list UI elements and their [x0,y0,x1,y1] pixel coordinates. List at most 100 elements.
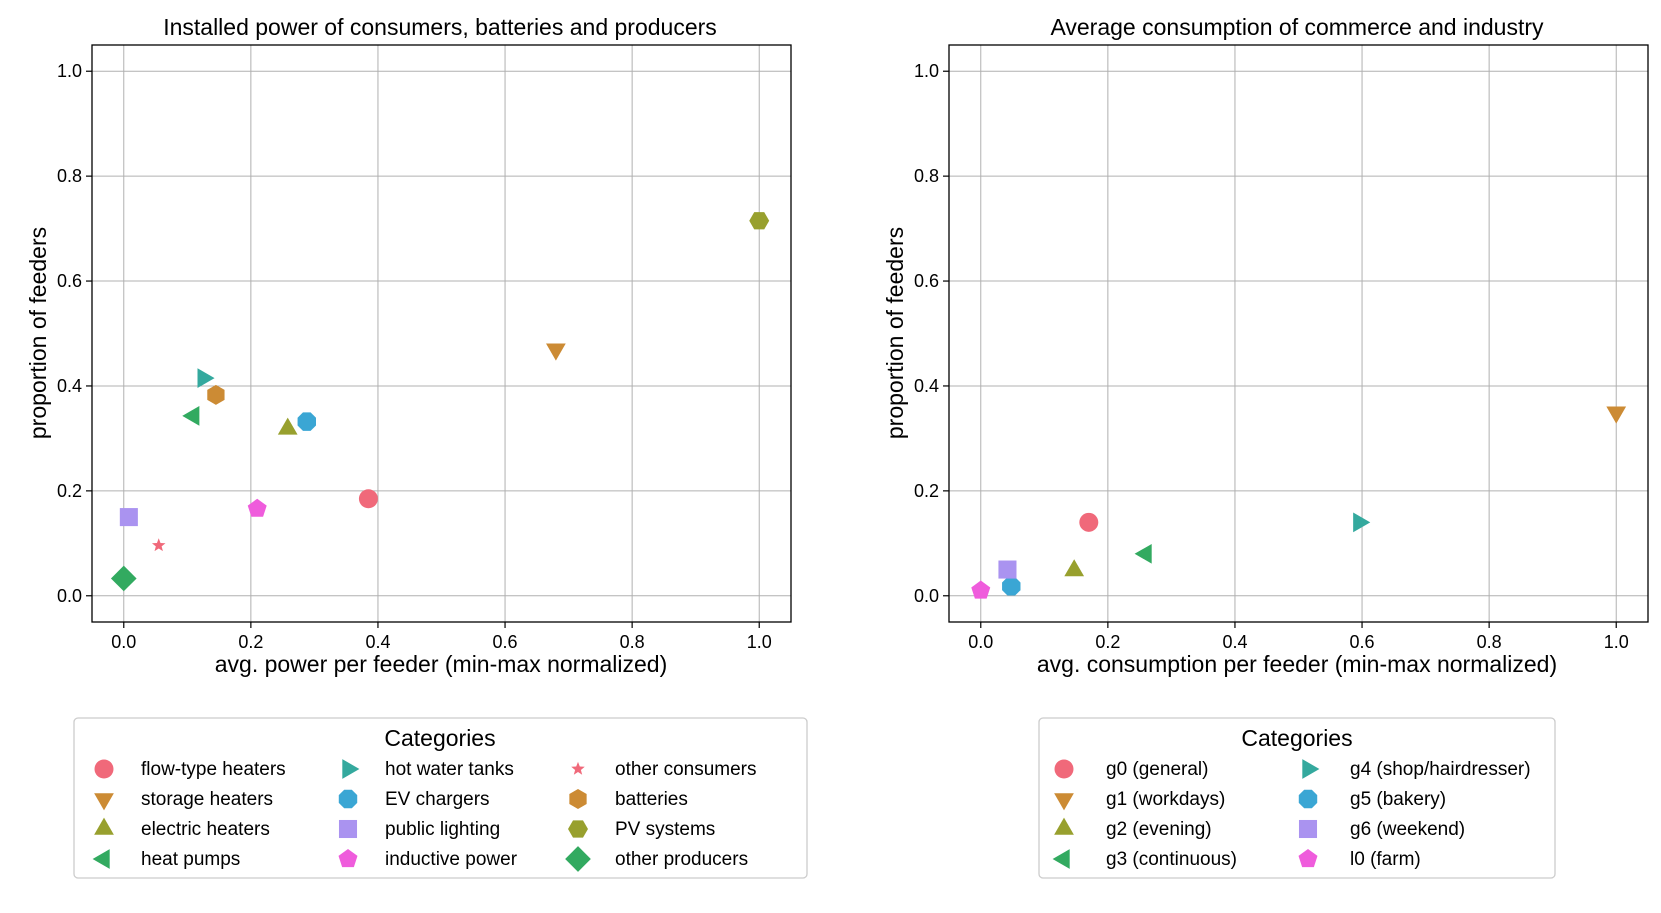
right-y-tick-label: 0.8 [914,166,939,186]
left-legend-label-heat-pumps: heat pumps [141,849,240,870]
left-y-tick-label: 0.0 [57,586,82,606]
left-legend-label-hot-water-tanks: hot water tanks [385,759,514,780]
left-legend-marker-storage-heaters [94,793,114,811]
left-x-axis-label: avg. power per feeder (min-max normalize… [215,651,668,677]
right-chart-title: Average consumption of commerce and indu… [1050,14,1544,40]
left-legend-label-other-producers: other producers [615,849,748,870]
right-x-tick-label: 0.2 [1095,632,1120,652]
right-point-g6-weekend [998,560,1017,579]
right-legend-box [1038,717,1556,879]
right-legend-marker-g5-bakery [1298,789,1318,809]
right-legend-marker-g6-weekend [1298,819,1318,839]
left-y-axis-label: proportion of feeders [25,227,51,439]
left-point-public-lighting [119,508,138,527]
left-legend: Categories flow-type heaters storage heat… [73,717,808,879]
right-legend-label-l0-farm: l0 (farm) [1350,849,1421,870]
right-point-g1-workdays [1606,406,1627,424]
right-legend-marker-g3-continuous [1052,849,1070,869]
right-y-tick-label: 0.0 [914,586,939,606]
right-legend-label-g6-weekend: g6 (weekend) [1350,819,1465,840]
right-legend-label-g4-shop-hairdresser: g4 (shop/hairdresser) [1350,759,1531,780]
left-legend-marker-inductive-power [338,849,358,868]
left-y-tick-label: 0.8 [57,166,82,186]
left-legend-label-flow-type-heaters: flow-type heaters [141,759,286,780]
left-point-pv-systems [749,212,770,230]
right-y-tick-label: 0.6 [914,271,939,291]
right-x-tick-label: 0.0 [968,632,993,652]
left-legend-marker-heat-pumps [92,849,110,869]
left-legend-label-electric-heaters: electric heaters [141,819,270,840]
right-legend-marker-g0-general [1054,759,1074,779]
right-point-g3-continuous [1134,543,1152,564]
left-point-ev-chargers [297,412,316,431]
left-legend-marker-other-producers [565,846,591,872]
right-legend-label-g0-general: g0 (general) [1106,759,1208,780]
right-chart-panel: Average consumption of commerce and indu… [882,14,1649,677]
left-chart-panel: Installed power of consumers, batteries … [25,14,792,677]
left-legend-title: Categories [384,725,495,751]
left-legend-marker-ev-chargers [338,789,358,809]
left-legend-label-storage-heaters: storage heaters [141,789,273,810]
left-point-flow-type-heaters [358,489,378,509]
left-x-tick-label: 0.8 [620,632,645,652]
left-legend-label-pv-systems: PV systems [615,819,715,840]
right-legend-title: Categories [1241,725,1352,751]
left-plot-frame [91,44,792,623]
left-point-heat-pumps [182,405,200,426]
left-y-tick-label: 0.4 [57,376,82,396]
right-legend-label-g3-continuous: g3 (continuous) [1106,849,1237,870]
left-legend-marker-electric-heaters [94,817,114,835]
right-legend-label-g5-bakery: g5 (bakery) [1350,789,1446,810]
right-x-tick-label: 1.0 [1604,632,1629,652]
right-legend-marker-g2-evening [1054,817,1074,835]
left-legend-marker-flow-type-heaters [94,759,114,779]
right-x-tick-label: 0.4 [1222,632,1247,652]
left-legend-marker-hot-water-tanks [342,759,360,779]
left-x-tick-label: 0.0 [111,632,136,652]
left-legend-label-batteries: batteries [615,789,688,810]
right-legend-marker-g1-workdays [1054,793,1074,811]
left-legend-marker-public-lighting [338,819,358,839]
left-y-tick-label: 0.2 [57,481,82,501]
left-point-storage-heaters [546,343,566,361]
left-point-inductive-power [247,498,267,517]
right-point-g0-general [1079,512,1099,532]
right-point-g4-shop-hairdresser [1353,512,1371,533]
left-x-tick-label: 1.0 [747,632,772,652]
left-point-other-producers [110,565,137,592]
left-legend-label-inductive-power: inductive power [385,849,518,870]
right-legend-marker-l0-farm [1298,849,1318,868]
left-x-tick-label: 0.6 [493,632,518,652]
right-x-axis-label: avg. consumption per feeder (min-max nor… [1037,651,1557,677]
right-y-tick-label: 0.2 [914,481,939,501]
right-y-tick-label: 0.4 [914,376,939,396]
left-point-electric-heaters [277,417,298,435]
right-legend: Categories g0 (general) g1 (workdays) g2 (… [1038,717,1556,879]
right-plot-frame [948,44,1649,623]
right-point-l0-farm [971,580,991,599]
right-point-g5-bakery [1002,577,1021,596]
left-y-tick-label: 1.0 [57,61,82,81]
left-chart-title: Installed power of consumers, batteries … [163,14,717,40]
left-legend-label-ev-chargers: EV chargers [385,789,490,810]
left-x-tick-label: 0.2 [238,632,263,652]
left-legend-label-other-consumers: other consumers [615,759,757,780]
left-legend-label-public-lighting: public lighting [385,819,500,840]
right-y-tick-label: 1.0 [914,61,939,81]
left-x-tick-label: 0.4 [365,632,390,652]
left-point-other-consumers [151,538,166,552]
right-legend-label-g1-workdays: g1 (workdays) [1106,789,1225,810]
left-legend-marker-batteries [569,789,587,809]
right-legend-label-g2-evening: g2 (evening) [1106,819,1212,840]
right-x-tick-label: 0.8 [1477,632,1502,652]
left-legend-marker-other-consumers [571,761,585,775]
right-legend-marker-g4-shop-hairdresser [1302,759,1320,779]
left-point-hot-water-tanks [197,368,215,388]
right-point-g2-evening [1064,559,1085,577]
right-y-axis-label: proportion of feeders [882,227,908,439]
left-y-tick-label: 0.6 [57,271,82,291]
left-legend-box [73,717,808,879]
left-legend-marker-pv-systems [568,820,588,838]
left-point-batteries [207,384,225,405]
